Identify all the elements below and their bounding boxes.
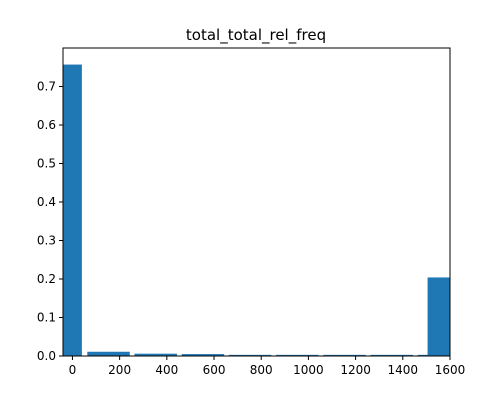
x-tick-label: 600 — [203, 363, 226, 377]
y-axis: 0.0 0.1 0.2 0.3 0.4 0.5 0.6 0.7 — [37, 80, 63, 363]
bar-0 — [63, 64, 82, 357]
bar-1 — [87, 351, 130, 356]
x-tick-label: 1000 — [293, 363, 324, 377]
bar-6 — [323, 354, 366, 356]
y-tick-label: 0.0 — [37, 349, 56, 363]
x-tick-label: 200 — [108, 363, 131, 377]
y-tick-label: 0.7 — [37, 80, 56, 94]
x-tick-label: 1400 — [388, 363, 419, 377]
bars-layer — [63, 64, 450, 357]
x-tick-label: 800 — [250, 363, 273, 377]
x-tick-label: 1200 — [340, 363, 371, 377]
bar-4 — [228, 354, 272, 356]
y-tick-label: 0.5 — [37, 157, 56, 171]
bar-5 — [276, 354, 319, 356]
y-tick-label: 0.6 — [37, 118, 56, 132]
y-tick-label: 0.3 — [37, 234, 56, 248]
x-tick-label: 0 — [69, 363, 77, 377]
bar-9 — [427, 277, 450, 356]
x-tick-label: 1600 — [435, 363, 466, 377]
x-axis: 0 200 400 600 800 1000 1200 1400 1600 — [69, 356, 466, 377]
chart-title: total_total_rel_freq — [186, 26, 326, 45]
x-tick-label: 400 — [155, 363, 178, 377]
y-tick-label: 0.1 — [37, 311, 56, 325]
bar-2 — [134, 353, 177, 356]
y-tick-label: 0.2 — [37, 272, 56, 286]
bar-3 — [181, 354, 225, 356]
y-tick-label: 0.4 — [37, 195, 56, 209]
plot-frame — [62, 47, 451, 357]
bar-7 — [370, 354, 413, 356]
